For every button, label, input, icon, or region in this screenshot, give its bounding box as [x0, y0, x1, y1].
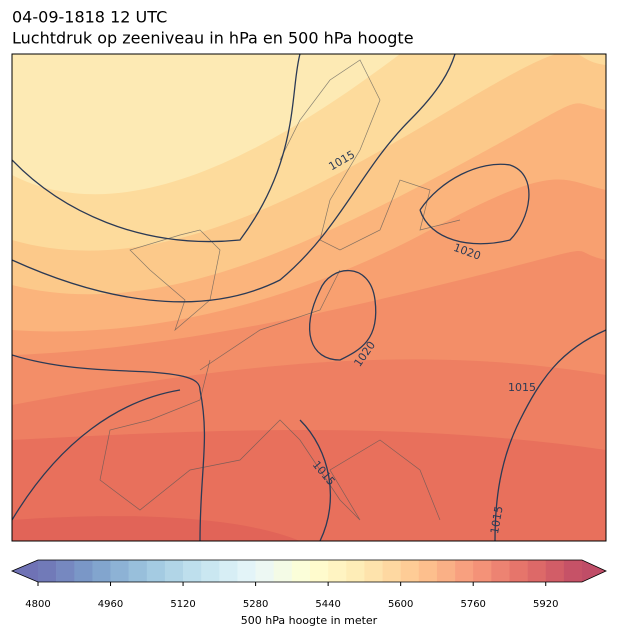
- map: 1015 1020 1020 1015 1015 1015: [12, 54, 606, 541]
- colorbar-box: [346, 560, 365, 582]
- colorbar-box: [455, 560, 474, 582]
- colorbar-box: [38, 560, 57, 582]
- isobar-label: 1015: [508, 381, 536, 394]
- colorbar-box: [364, 560, 383, 582]
- colorbar-tick-label: 5600: [388, 599, 413, 610]
- colorbar: 4800 4960 5120 5280 5440 5600 5760 5920: [10, 559, 607, 610]
- colorbar-box: [527, 560, 547, 582]
- colorbar-tick-label: 5920: [533, 599, 558, 610]
- colorbar-box: [183, 560, 202, 582]
- colorbar-box: [310, 560, 329, 582]
- title-line-1: 04-09-1818 12 UTC: [12, 8, 167, 27]
- colorbar-box: [328, 560, 347, 582]
- colorbar-label: 500 hPa hoogte in meter: [241, 614, 378, 627]
- colorbar-box: [128, 560, 148, 582]
- colorbar-box: [491, 560, 510, 582]
- isobar-label: 1015: [488, 505, 506, 535]
- colorbar-tick-label: 5760: [460, 599, 485, 610]
- colorbar-box: [92, 560, 111, 582]
- colorbar-box: [563, 560, 583, 582]
- colorbar-box: [164, 560, 184, 582]
- colorbar-tick-label: 4800: [25, 599, 50, 610]
- colorbar-extend-high: [582, 560, 606, 582]
- colorbar-box: [400, 560, 420, 582]
- colorbar-box: [418, 560, 438, 582]
- colorbar-outline: [10, 559, 607, 583]
- colorbar-tick-label: 4960: [98, 599, 123, 610]
- colorbar-box: [146, 560, 166, 582]
- colorbar-tick-label: 5120: [170, 599, 195, 610]
- colorbar-box: [237, 560, 256, 582]
- colorbar-box: [74, 560, 93, 582]
- colorbar-box: [255, 560, 275, 582]
- colorbar-box: [473, 560, 492, 582]
- colorbar-box: [436, 560, 456, 582]
- title-line-2: Luchtdruk op zeeniveau in hPa en 500 hPa…: [12, 29, 414, 48]
- colorbar-box: [273, 560, 293, 582]
- colorbar-box: [110, 560, 129, 582]
- map-frame: [11, 53, 607, 542]
- colorbar-box: [56, 560, 75, 582]
- colorbar-tick-label: 5440: [315, 599, 340, 610]
- colorbar-box: [201, 560, 220, 582]
- colorbar-box: [382, 560, 401, 582]
- colorbar-box: [545, 560, 565, 582]
- colorbar-extend-low: [12, 560, 38, 582]
- colorbar-tick-label: 5280: [243, 599, 268, 610]
- colorbar-box: [219, 560, 238, 582]
- colorbar-box: [291, 560, 311, 582]
- colorbar-box: [509, 560, 528, 582]
